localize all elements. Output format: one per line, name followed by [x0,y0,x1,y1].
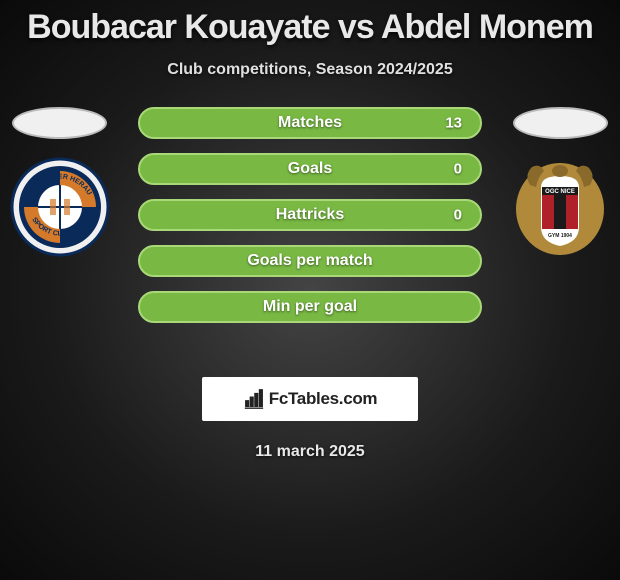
stat-label: Min per goal [263,298,357,316]
club-logo-montpellier: MONTPELLIER HERAULT SPORT CLUB · 1974 [10,157,110,257]
date-text: 11 march 2025 [0,443,620,461]
stat-value: 0 [454,161,462,178]
brand-box: FcTables.com [202,377,418,421]
stat-label: Matches [278,114,342,132]
bar-chart-icon [243,388,265,410]
stat-value: 0 [454,207,462,224]
stat-bar-min-per-goal: Min per goal [138,291,482,323]
club-logo-ogc-nice: OGC NICE GYM 1904 [510,157,610,257]
stat-bar-hattricks: Hattricks 0 [138,199,482,231]
brand-text: FcTables.com [269,389,378,409]
stat-bar-goals-per-match: Goals per match [138,245,482,277]
stat-label: Goals per match [247,252,372,270]
player-photo-left [12,107,107,139]
stat-value: 13 [445,115,462,132]
stats-list: Matches 13 Goals 0 Hattricks 0 Goals per… [138,107,482,323]
player-photo-right [513,107,608,139]
svg-text:GYM 1904: GYM 1904 [548,233,572,239]
stat-label: Goals [288,160,332,178]
page-subtitle: Club competitions, Season 2024/2025 [0,61,620,79]
page-title: Boubacar Kouayate vs Abdel Monem [0,0,620,47]
stat-bar-goals: Goals 0 [138,153,482,185]
stat-label: Hattricks [276,206,344,224]
main-panel: MONTPELLIER HERAULT SPORT CLUB · 1974 OG… [0,107,620,367]
svg-text:OGC NICE: OGC NICE [545,189,575,195]
stat-bar-matches: Matches 13 [138,107,482,139]
